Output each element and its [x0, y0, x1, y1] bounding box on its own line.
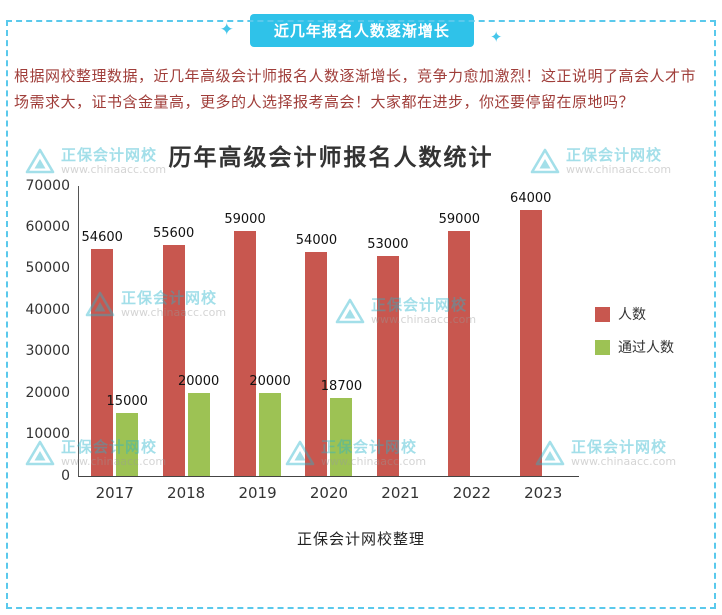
bar-slot — [545, 186, 567, 476]
legend-swatch — [595, 339, 610, 355]
bar-slot: 15000 — [107, 186, 148, 476]
y-tick-label: 10000 — [25, 426, 70, 443]
bar-value-label: 59000 — [224, 212, 266, 228]
bar-slot: 20000 — [178, 186, 219, 476]
bar-series1-2017: 15000 — [107, 394, 148, 476]
bar-series0-2022: 59000 — [439, 212, 480, 476]
bar-slot: 64000 — [510, 186, 551, 476]
bar-series1-2020: 18700 — [321, 379, 362, 476]
bar-slot: 20000 — [249, 186, 291, 476]
bar-value-label: 55600 — [152, 226, 195, 242]
plot-area-wrap: 54600 15000 55600 20000 59000 20000 54000 18700… — [78, 185, 579, 502]
bar-value-label: 53000 — [367, 236, 409, 252]
bar-slot: 59000 — [224, 186, 266, 476]
bar-slot: 18700 — [321, 186, 362, 476]
x-tick-label: 2023 — [524, 483, 563, 502]
sparkle-icon: ✦ — [489, 28, 503, 46]
bar-value-label: 15000 — [106, 394, 148, 410]
legend-item-0: 人数 — [595, 304, 674, 324]
x-axis: 2017 2018 2019 2020 2021 2022 2023 — [79, 477, 579, 502]
registration-bar-chart: 0 10000 20000 30000 40000 50000 60000 70000 546… — [22, 178, 718, 502]
y-axis: 0 10000 20000 30000 40000 50000 60000 70000 — [22, 178, 78, 484]
legend-swatch — [595, 306, 610, 322]
bar-series0-2021: 53000 — [367, 237, 409, 476]
bar-group-2020: 54000 18700 — [293, 186, 364, 476]
plot-area: 54600 15000 55600 20000 59000 20000 54000 18700… — [78, 185, 579, 477]
bar-series0-2023: 64000 — [510, 191, 551, 476]
bar-slot: 59000 — [439, 186, 480, 476]
bar-series1-2019: 20000 — [249, 374, 291, 476]
x-tick-label: 2021 — [381, 483, 420, 502]
bar-slot: 53000 — [367, 186, 409, 476]
bar-slot: 55600 — [153, 186, 194, 476]
bar-slot — [473, 186, 495, 476]
y-tick-label: 50000 — [25, 260, 70, 277]
header: ✦ 近几年报名人数逐渐增长 ✦ — [0, 14, 722, 47]
x-tick-label: 2020 — [309, 483, 349, 502]
x-tick-label: 2018 — [167, 483, 206, 502]
bar-value-label: 20000 — [177, 373, 220, 389]
intro-paragraph: 根据网校整理数据，近几年高级会计师报名人数逐渐增长，竞争力愈加激烈！这正说明了高… — [14, 67, 697, 112]
x-tick-label: 2022 — [452, 483, 491, 502]
bar-group-2018: 55600 20000 — [150, 186, 221, 476]
bar-series1-2018: 20000 — [178, 374, 219, 476]
bar-series0-2020: 54000 — [296, 233, 337, 476]
bar-slot — [402, 186, 424, 476]
y-tick-label: 20000 — [25, 384, 70, 401]
bar-group-2017: 54600 15000 — [79, 186, 150, 476]
legend-label: 通过人数 — [618, 340, 674, 356]
bar-slot: 54000 — [296, 186, 337, 476]
bar-value-label: 18700 — [320, 379, 363, 395]
bar-series0-2019: 59000 — [224, 212, 266, 476]
y-tick-label: 40000 — [25, 301, 70, 318]
bar-value-label: 54000 — [295, 232, 338, 248]
chart-title: 历年高级会计师报名人数统计 — [168, 144, 494, 171]
legend-item-1: 通过人数 — [595, 337, 674, 357]
chart-legend: 人数 通过人数 — [595, 186, 674, 476]
x-tick-label: 2019 — [238, 483, 277, 502]
sparkle-icon: ✦ — [219, 20, 234, 40]
header-badge: 近几年报名人数逐渐增长 — [249, 14, 474, 47]
x-tick-label: 2017 — [95, 483, 134, 502]
bar-slot: 54600 — [82, 186, 123, 476]
bar-value-label: 59000 — [438, 212, 480, 228]
bar-group-2019: 59000 20000 — [222, 186, 293, 476]
bar-group-2022: 59000 — [436, 186, 507, 476]
bar-series0-2017: 54600 — [82, 230, 123, 476]
y-tick-label: 0 — [61, 467, 70, 484]
y-tick-label: 30000 — [25, 343, 70, 360]
y-tick-label: 70000 — [25, 177, 70, 194]
bar-group-2023: 64000 — [508, 186, 579, 476]
legend-label: 人数 — [618, 307, 646, 323]
bar-value-label: 20000 — [249, 373, 291, 389]
footer-credit: 正保会计网校整理 — [296, 529, 425, 548]
bar-series0-2018: 55600 — [153, 226, 194, 476]
bar-value-label: 64000 — [510, 191, 552, 207]
y-tick-label: 60000 — [25, 218, 70, 235]
bar-group-2021: 53000 — [365, 186, 436, 476]
bar-value-label: 54600 — [81, 230, 123, 246]
